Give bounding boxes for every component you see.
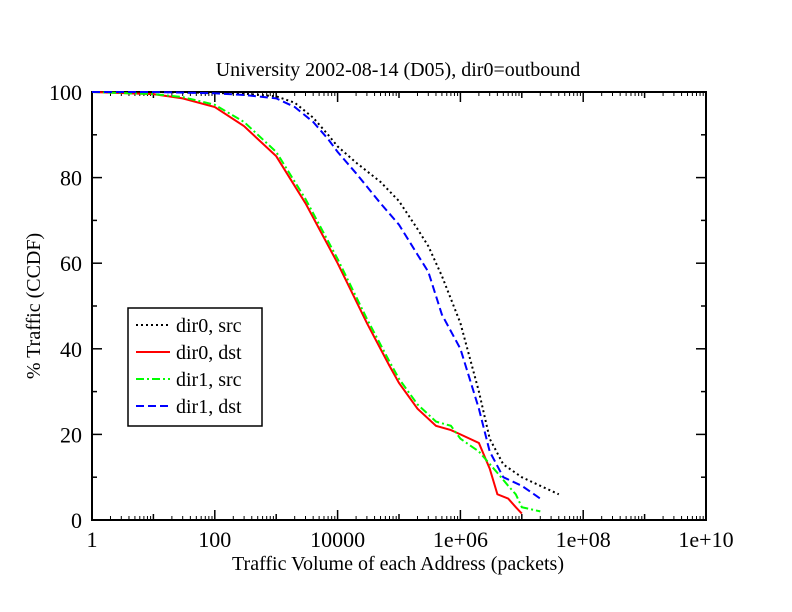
plot-border (91, 91, 707, 521)
x-tick-label: 100 (198, 527, 231, 552)
series-line-3 (92, 91, 541, 500)
y-tick-label: 60 (60, 251, 82, 276)
legend: dir0, src dir0, dst dir1, src dir1, dst (127, 307, 263, 427)
x-tick-label: 10000 (310, 527, 365, 552)
axis-ticks (91, 91, 707, 521)
legend-label: dir0, dst (176, 342, 242, 364)
y-tick-label: 100 (49, 80, 82, 105)
y-tick-label: 20 (60, 422, 82, 447)
x-tick-label: 1 (87, 527, 98, 552)
chart-title: University 2002-08-14 (D05), dir0=outbou… (216, 59, 581, 81)
y-tick-label: 0 (71, 508, 82, 533)
y-tick-label: 40 (60, 337, 82, 362)
legend-label: dir1, dst (176, 396, 242, 418)
plot-frame (91, 91, 707, 521)
series-layer (91, 91, 560, 515)
legend-label: dir1, src (176, 369, 242, 391)
tick-labels: 1 100 10000 1e+06 1e+08 1e+10 0 20 40 60 80 100 (49, 80, 734, 552)
series-line-2 (91, 91, 541, 513)
series-line-0 (92, 91, 560, 496)
series-line-1 (91, 91, 523, 515)
x-axis-label: Traffic Volume of each Address (packets) (232, 553, 564, 575)
legend-label: dir0, src (176, 315, 242, 337)
y-tick-label: 80 (60, 166, 82, 191)
y-axis-label: % Traffic (CCDF) (23, 233, 45, 379)
x-tick-label: 1e+06 (433, 527, 488, 552)
x-tick-label: 1e+08 (556, 527, 611, 552)
x-tick-label: 1e+10 (678, 527, 733, 552)
